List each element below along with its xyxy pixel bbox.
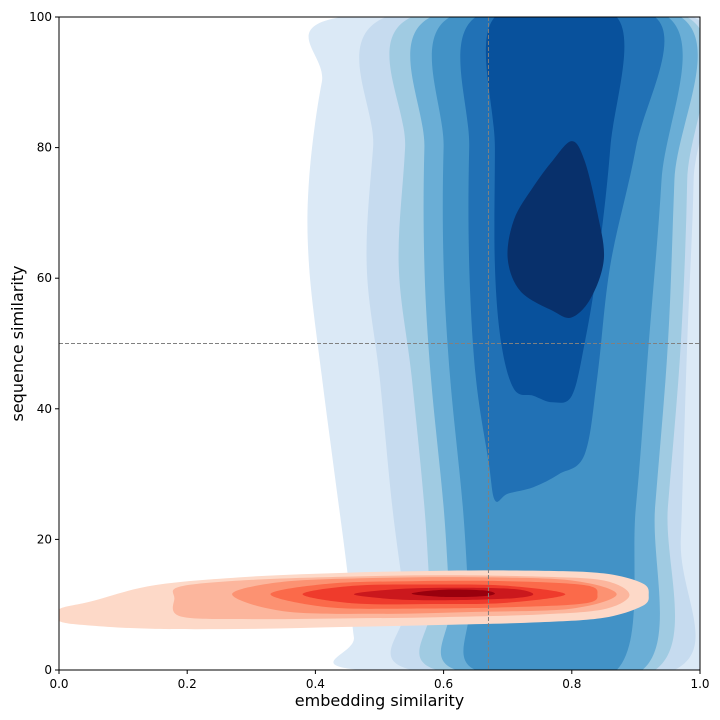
plot-frame <box>58 16 701 671</box>
y-tick-label: 0 <box>44 663 52 677</box>
reference-lines <box>59 17 700 670</box>
density-series-blues <box>307 17 700 670</box>
x-tick-label: 0.2 <box>178 677 197 691</box>
x-tick-label: 0.6 <box>434 677 453 691</box>
contour-level-reds-7 <box>411 589 495 598</box>
y-axis-ticks: 0 20 40 60 80 100 <box>29 10 59 677</box>
x-tick-label: 0.4 <box>306 677 325 691</box>
x-tick-label: 0.0 <box>49 677 68 691</box>
x-tick-label: 1.0 <box>690 677 709 691</box>
y-tick-label: 20 <box>37 532 52 546</box>
x-axis-label: embedding similarity <box>295 691 464 710</box>
contour-layers <box>59 17 700 670</box>
y-tick-label: 80 <box>37 141 52 155</box>
y-tick-label: 60 <box>37 271 52 285</box>
x-tick-label: 0.8 <box>562 677 581 691</box>
y-axis-label: sequence similarity <box>8 265 27 421</box>
density-series-reds <box>59 570 649 630</box>
y-tick-label: 100 <box>29 10 52 24</box>
contour-level-blues-8 <box>507 141 605 318</box>
y-tick-label: 40 <box>37 402 52 416</box>
x-axis-ticks: 0.0 0.2 0.4 0.6 0.8 1.0 <box>49 670 710 691</box>
